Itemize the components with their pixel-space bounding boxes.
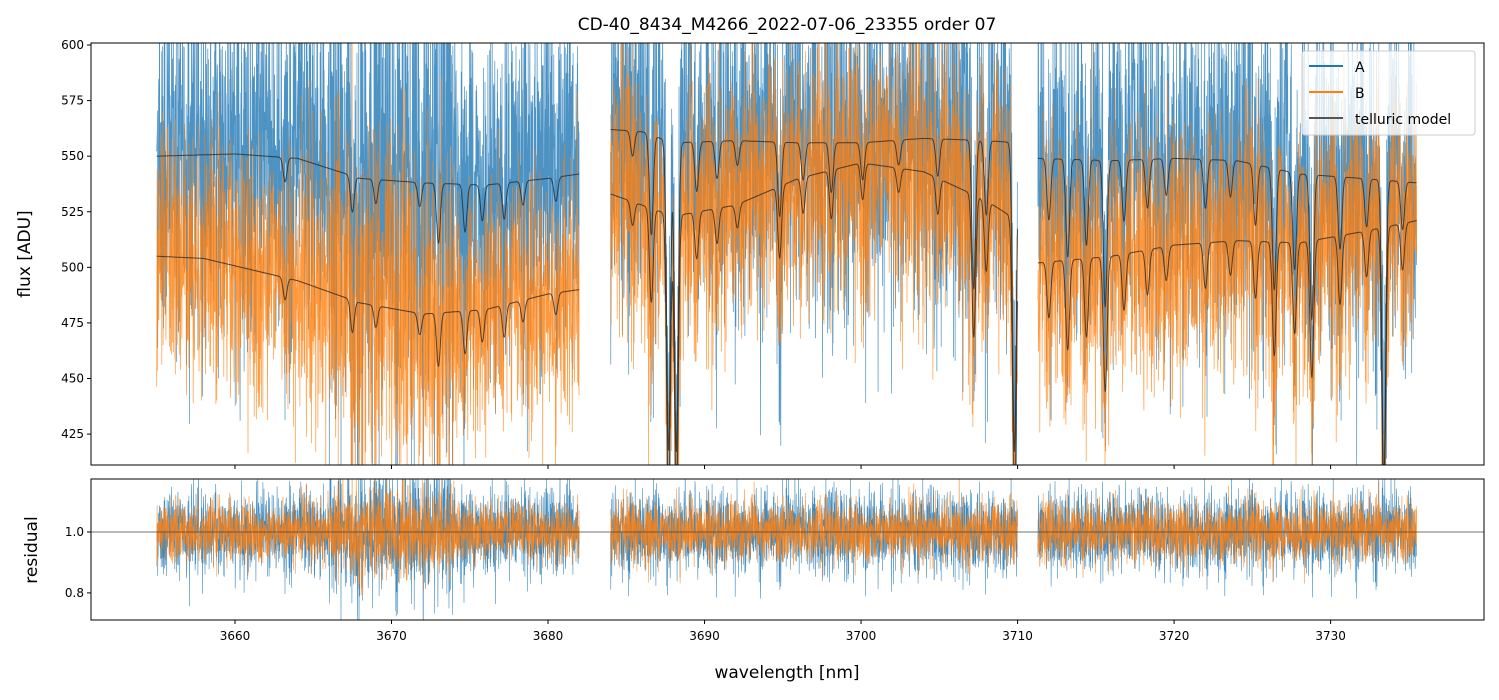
- top-axes-frame: [90, 42, 1485, 466]
- x-tick-label: 3690: [689, 629, 720, 643]
- y-tick-label-top: 600: [61, 38, 84, 52]
- residual-b-segment-3: [1037, 481, 1417, 584]
- telluric-model-a-segment-3: [1037, 157, 1417, 465]
- telluric-model-a-segment-2: [610, 129, 1018, 452]
- spectrum-a-segment-1: [156, 43, 580, 465]
- y-tick-label-bottom: 1.0: [65, 525, 84, 539]
- spectrum-b-segment-1: [156, 43, 580, 465]
- y-tick-label-top: 525: [61, 205, 84, 219]
- top-plot-area: [156, 43, 1417, 465]
- legend-label-telluric: telluric model: [1355, 112, 1451, 128]
- x-tick-label: 3670: [376, 629, 407, 643]
- chart-title: CD-40_8434_M4266_2022-07-06_23355 order …: [578, 15, 997, 35]
- x-tick-label: 3720: [1159, 629, 1190, 643]
- telluric-model-a-segment-1: [156, 153, 580, 245]
- axis-ticks: 3660 3670 3680 3690 3700 3710 3720 3730 425 450 47…: [61, 38, 1346, 643]
- x-axis-label: wavelength [nm]: [714, 663, 859, 683]
- x-tick-label: 3710: [1002, 629, 1033, 643]
- spectrum-b-segment-3: [1037, 43, 1417, 465]
- x-tick-label: 3730: [1315, 629, 1346, 643]
- y-axis-label-bottom: residual: [22, 516, 42, 583]
- residual-b-segment-2: [610, 479, 1018, 584]
- y-axis-label-top: flux [ADU]: [15, 210, 35, 297]
- bottom-axes-frame: [90, 478, 1485, 621]
- x-tick-label: 3660: [220, 629, 251, 643]
- y-tick-label-top: 550: [61, 149, 84, 163]
- y-tick-label-top: 575: [61, 94, 84, 108]
- y-tick-label-top: 475: [61, 316, 84, 330]
- y-tick-label-top: 450: [61, 372, 84, 386]
- bottom-plot-area: [91, 479, 1484, 620]
- telluric-model-b-segment-2: [610, 163, 1018, 465]
- telluric-model-b-segment-1: [156, 255, 580, 367]
- legend: A B telluric model: [1301, 50, 1476, 136]
- legend-label-b: B: [1355, 86, 1365, 102]
- legend-box: [1301, 50, 1476, 136]
- legend-label-a: A: [1355, 60, 1365, 76]
- x-tick-label: 3680: [533, 629, 564, 643]
- y-tick-label-top: 500: [61, 260, 84, 274]
- residual-b-segment-1: [156, 479, 580, 596]
- y-tick-label-top: 425: [61, 427, 84, 441]
- y-tick-label-bottom: 0.8: [65, 586, 84, 600]
- telluric-model-b-segment-3: [1037, 220, 1417, 465]
- x-tick-label: 3700: [846, 629, 877, 643]
